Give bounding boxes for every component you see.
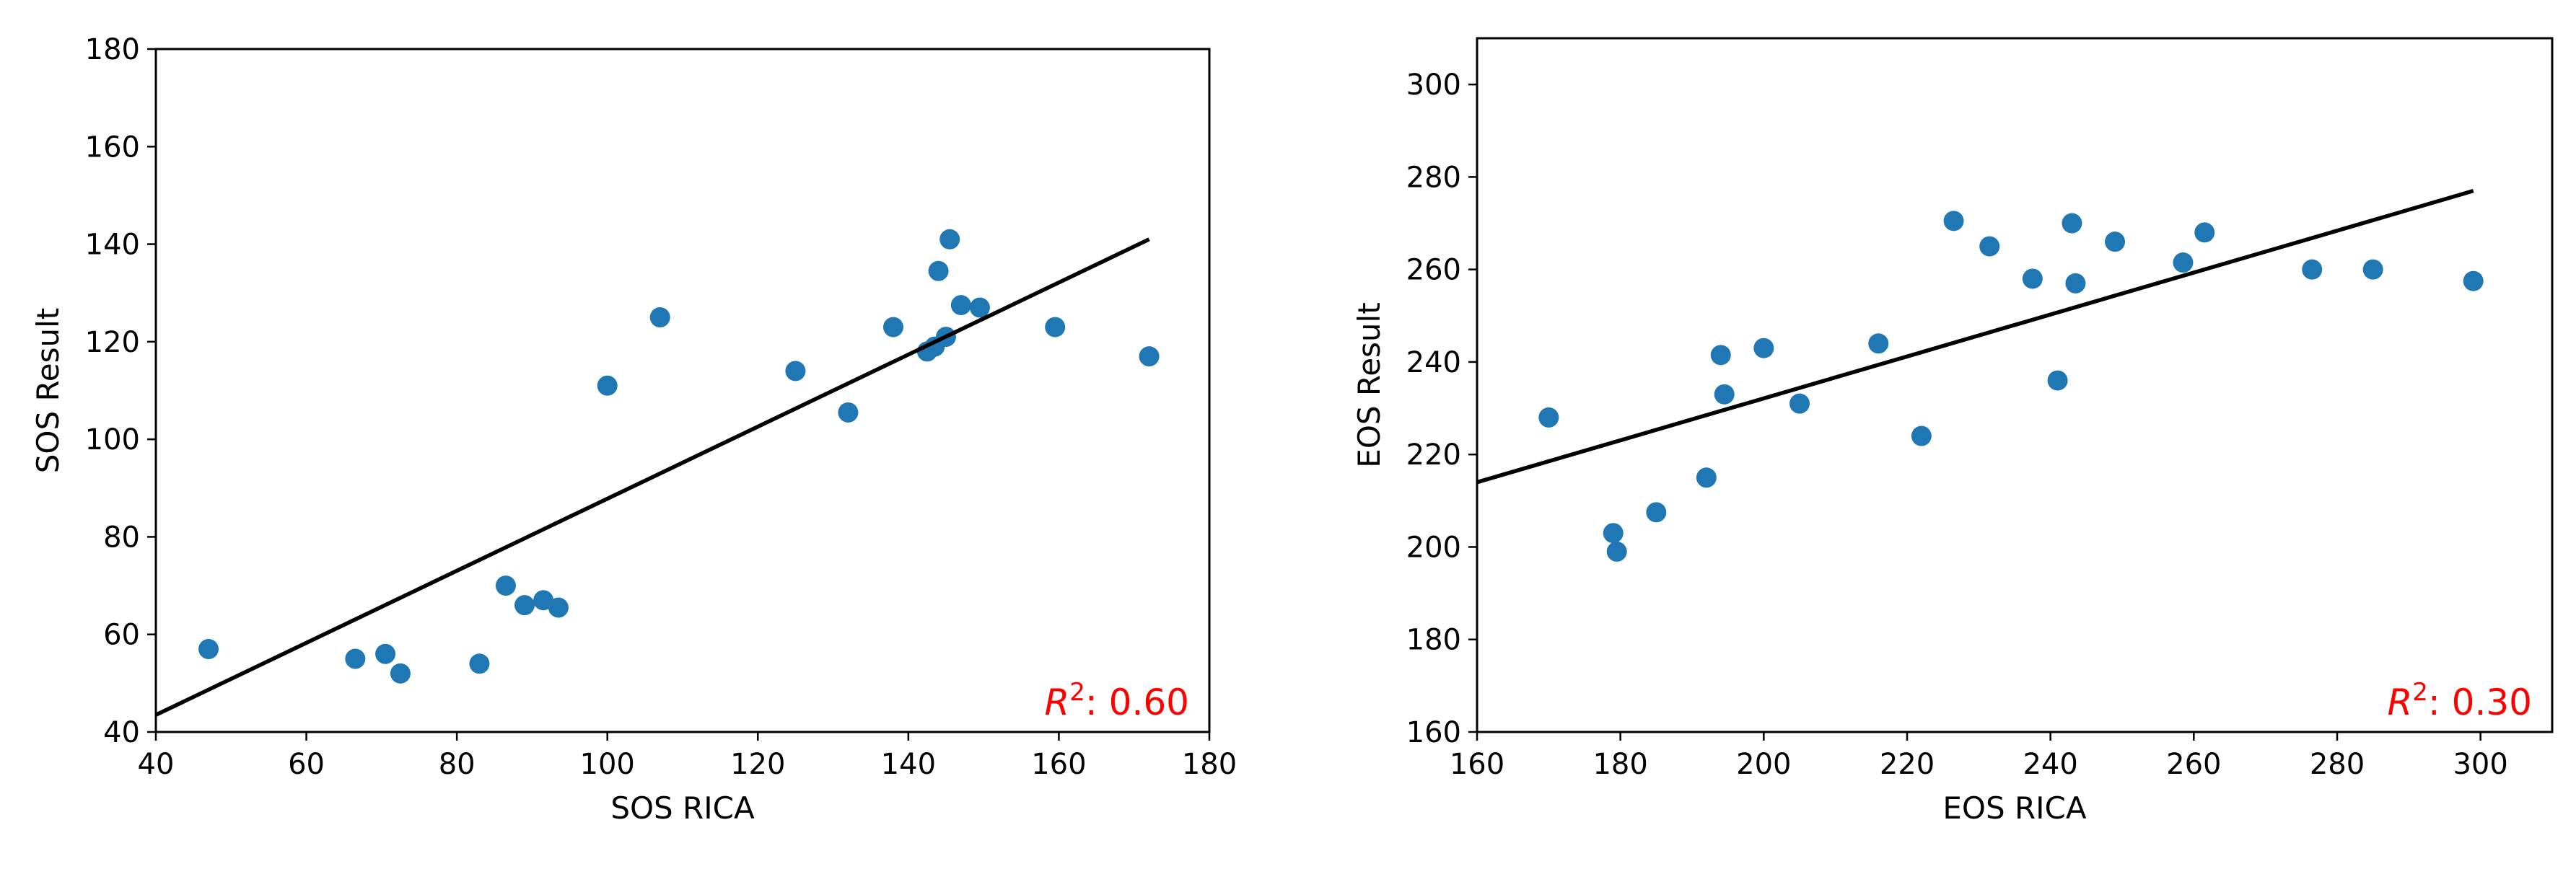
eos-data-point [1696, 467, 1717, 488]
eos-data-point [2362, 259, 2383, 280]
sos-data-point [495, 575, 516, 596]
sos-y-axis-label: SOS Result [30, 308, 66, 474]
eos-data-point [2047, 370, 2068, 391]
eos-y-axis-label: EOS Result [1351, 302, 1387, 467]
sos-x-tick-label: 180 [1182, 748, 1237, 781]
eos-y-tick-label: 180 [1406, 624, 1461, 657]
eos-y-tick-label: 260 [1406, 254, 1461, 287]
sos-data-point [649, 307, 670, 328]
sos-r2-annotation: R2: 0.60 [1045, 678, 1189, 723]
eos-data-point [2173, 252, 2194, 273]
sos-y-tick-label: 180 [85, 33, 140, 66]
eos-y-tick-label: 240 [1406, 346, 1461, 379]
eos-x-tick-label: 160 [1450, 748, 1504, 781]
sos-chart: 40 60 80 100 120 140 160 180 40 60 80 100 120 140 160 1… [30, 33, 1237, 826]
eos-r2-value: : 0.30 [2428, 681, 2532, 723]
sos-x-tick-label: 160 [1031, 748, 1086, 781]
sos-data-point [390, 663, 411, 684]
eos-data-point [2062, 213, 2082, 234]
eos-x-tick-label: 240 [2023, 748, 2077, 781]
eos-data-point [2022, 268, 2043, 289]
eos-y-tick-label: 220 [1406, 438, 1461, 472]
eos-x-tick-label: 280 [2310, 748, 2365, 781]
sos-data-point [1045, 317, 1066, 338]
sos-data-point [469, 653, 490, 674]
eos-data-point [1943, 211, 1964, 231]
sos-x-tick-label: 100 [580, 748, 635, 781]
eos-data-point [2463, 270, 2484, 291]
sos-plot-frame [154, 48, 1211, 733]
sos-data-point [1139, 346, 1160, 367]
sos-regression-line [154, 237, 1150, 717]
sos-x-tick-label: 140 [881, 748, 936, 781]
eos-r2-annotation: R2: 0.30 [2388, 678, 2532, 723]
sos-data-point [928, 260, 949, 281]
eos-data-point [1646, 502, 1667, 523]
eos-y-tick-label: 300 [1406, 69, 1461, 102]
sos-data-point [533, 590, 554, 611]
eos-x-tick-label: 300 [2453, 748, 2507, 781]
eos-data-point [1979, 236, 2000, 257]
sos-data-point [838, 402, 859, 423]
sos-data-point [597, 375, 618, 396]
sos-y-tick-label: 160 [85, 131, 140, 164]
sos-data-point [375, 643, 396, 664]
eos-data-point [1538, 407, 1559, 428]
eos-y-tick-label: 200 [1406, 531, 1461, 564]
eos-y-tick-label: 160 [1406, 716, 1461, 749]
eos-data-point [1710, 345, 1731, 366]
eos-data-point [2065, 273, 2086, 294]
sos-data-point [939, 229, 960, 250]
sos-data-point [950, 295, 971, 316]
eos-data-point [1606, 541, 1627, 562]
sos-x-tick-label: 60 [288, 748, 325, 781]
eos-data-point [2194, 222, 2215, 243]
eos-r2-exponent: 2 [2412, 678, 2428, 707]
sos-data-point [548, 597, 569, 618]
sos-x-axis-label: SOS RICA [610, 790, 755, 826]
sos-data-point [883, 317, 903, 338]
sos-r2-symbol: R [1045, 681, 1070, 723]
eos-x-axis-label: EOS RICA [1942, 790, 2087, 826]
eos-y-tick-label: 280 [1406, 161, 1461, 194]
sos-y-tick-label: 60 [103, 619, 140, 652]
eos-x-tick-label: 180 [1593, 748, 1647, 781]
sos-x-tick-label: 80 [439, 748, 476, 781]
eos-data-point [1911, 425, 1932, 446]
eos-data-point [2105, 231, 2126, 252]
sos-x-tick-label: 120 [730, 748, 785, 781]
eos-r2-symbol: R [2388, 681, 2413, 723]
eos-data-point [1753, 338, 1774, 358]
sos-x-tick-label: 40 [138, 748, 175, 781]
sos-y-tick-label: 80 [103, 521, 140, 554]
eos-data-point [1789, 393, 1810, 414]
sos-data-point [969, 297, 990, 318]
sos-y-tick-label: 100 [85, 423, 140, 456]
sos-r2-value: : 0.60 [1085, 681, 1189, 723]
sos-data-point [345, 648, 366, 669]
eos-x-tick-label: 260 [2166, 748, 2221, 781]
eos-data-point [1868, 333, 1889, 354]
eos-plot-frame [1476, 37, 2554, 733]
eos-data-point [1603, 523, 1624, 544]
sos-data-point [198, 639, 219, 660]
sos-data-point [785, 361, 806, 381]
sos-data-point [514, 595, 535, 616]
eos-regression-line [1476, 189, 2474, 485]
eos-chart: 160 180 200 220 240 260 280 300 160 180 200 220 240 2… [1351, 37, 2554, 826]
eos-data-point [2302, 259, 2323, 280]
sos-r2-exponent: 2 [1069, 678, 1085, 707]
eos-x-tick-label: 220 [1880, 748, 1935, 781]
eos-data-point [1714, 384, 1735, 405]
sos-y-tick-label: 40 [103, 716, 140, 749]
sos-y-tick-label: 140 [85, 229, 140, 262]
eos-x-tick-label: 200 [1736, 748, 1791, 781]
sos-y-tick-label: 120 [85, 326, 140, 359]
